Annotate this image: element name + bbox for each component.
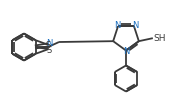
Text: SH: SH xyxy=(154,34,166,43)
Text: N: N xyxy=(123,48,129,57)
Text: N: N xyxy=(46,39,52,48)
Text: S: S xyxy=(45,41,51,50)
Text: N: N xyxy=(132,21,138,30)
Text: S: S xyxy=(46,46,51,55)
Text: N: N xyxy=(114,21,120,30)
